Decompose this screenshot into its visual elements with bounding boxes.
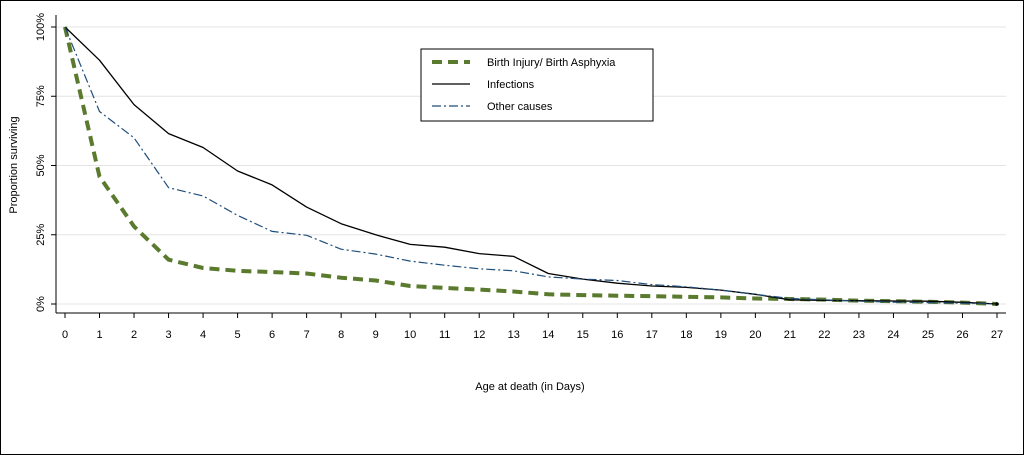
- y-tick-label: 0%: [35, 296, 47, 312]
- x-axis-title: Age at death (in Days): [475, 381, 584, 393]
- y-tick-label: 75%: [35, 85, 47, 107]
- x-tick-label: 12: [473, 329, 485, 341]
- y-tick-label: 50%: [35, 154, 47, 176]
- x-tick-label: 21: [784, 329, 796, 341]
- end-point: [995, 302, 999, 306]
- grid-lines: [56, 26, 1006, 305]
- x-tick-label: 18: [680, 329, 692, 341]
- legend-label: Other causes: [487, 101, 553, 113]
- x-tick-label: 8: [338, 329, 344, 341]
- x-tick-label: 23: [853, 329, 865, 341]
- legend: Birth Injury/ Birth Asphyxia Infections Ot…: [420, 48, 654, 122]
- y-tick-label: 25%: [35, 224, 47, 246]
- x-tick-label: 11: [439, 329, 450, 341]
- legend-box: [420, 48, 654, 122]
- x-tick-label: 5: [235, 329, 241, 341]
- x-tick-label: 27: [991, 329, 1003, 341]
- legend-label: Birth Injury/ Birth Asphyxia: [487, 57, 616, 69]
- x-tick-label: 22: [818, 329, 830, 341]
- x-tick-label: 1: [96, 329, 102, 341]
- x-tick-label: 0: [62, 329, 68, 341]
- x-tick-label: 9: [373, 329, 379, 341]
- y-tick-labels: 0% 25% 50% 75% 100%: [35, 13, 47, 312]
- legend-label: Infections: [487, 79, 535, 91]
- x-tick-label: 3: [165, 329, 171, 341]
- x-tick-label: 24: [887, 329, 899, 341]
- series-lines: [63, 26, 999, 306]
- x-tick-label: 7: [304, 329, 310, 341]
- x-tick-label: 13: [508, 329, 520, 341]
- x-tick-label: 14: [542, 329, 554, 341]
- x-tick-label: 6: [269, 329, 275, 341]
- x-tick-label: 19: [715, 329, 727, 341]
- y-tick-label: 100%: [35, 13, 47, 41]
- y-axis-title: Proportion surviving: [8, 116, 20, 213]
- series-line-other-causes: [64, 26, 998, 305]
- axes: [51, 15, 1006, 318]
- x-tick-label: 16: [611, 329, 623, 341]
- x-tick-label: 2: [131, 329, 137, 341]
- x-tick-labels: 0 1 2 3 4 5 6 7 8 9 10 11 12 13 14 15 16 17 18 19 20 21 22 23 24…: [62, 329, 1003, 341]
- x-tick-label: 4: [200, 329, 206, 341]
- x-tick-label: 25: [922, 329, 934, 341]
- x-tick-label: 17: [646, 329, 658, 341]
- x-tick-label: 26: [956, 329, 968, 341]
- x-tick-label: 10: [404, 329, 416, 341]
- x-tick-label: 20: [749, 329, 761, 341]
- x-tick-label: 15: [577, 329, 589, 341]
